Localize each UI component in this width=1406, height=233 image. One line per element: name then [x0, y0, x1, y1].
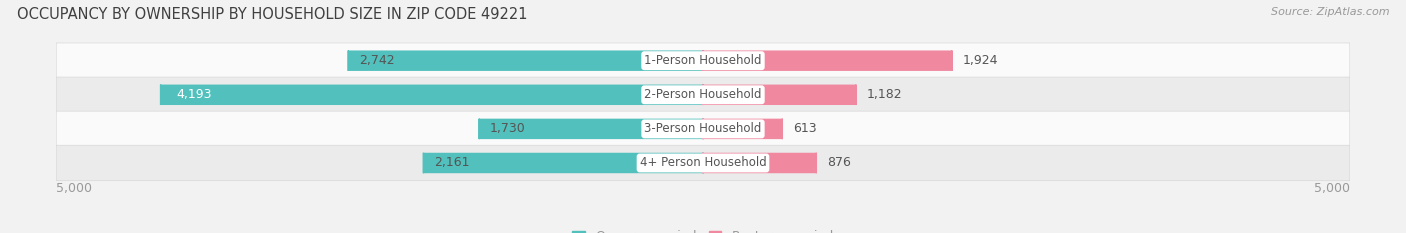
Text: 2,161: 2,161: [434, 157, 470, 169]
FancyBboxPatch shape: [703, 85, 856, 105]
FancyBboxPatch shape: [703, 153, 817, 173]
Text: 4,193: 4,193: [176, 88, 212, 101]
FancyBboxPatch shape: [56, 111, 1350, 147]
Text: 2,742: 2,742: [359, 54, 394, 67]
Text: 1,924: 1,924: [962, 54, 998, 67]
Text: 2-Person Household: 2-Person Household: [644, 88, 762, 101]
Text: 876: 876: [827, 157, 851, 169]
Text: 1,730: 1,730: [489, 122, 526, 135]
FancyBboxPatch shape: [56, 145, 1350, 181]
FancyBboxPatch shape: [56, 77, 1350, 113]
FancyBboxPatch shape: [703, 51, 952, 71]
Text: 4+ Person Household: 4+ Person Household: [640, 157, 766, 169]
Legend: Owner-occupied, Renter-occupied: Owner-occupied, Renter-occupied: [568, 225, 838, 233]
FancyBboxPatch shape: [349, 51, 703, 71]
Text: 5,000: 5,000: [56, 182, 93, 195]
Text: 1,182: 1,182: [866, 88, 901, 101]
Text: OCCUPANCY BY OWNERSHIP BY HOUSEHOLD SIZE IN ZIP CODE 49221: OCCUPANCY BY OWNERSHIP BY HOUSEHOLD SIZE…: [17, 7, 527, 22]
Text: 613: 613: [793, 122, 817, 135]
FancyBboxPatch shape: [56, 43, 1350, 79]
FancyBboxPatch shape: [423, 153, 703, 173]
FancyBboxPatch shape: [160, 85, 703, 105]
FancyBboxPatch shape: [703, 119, 782, 139]
FancyBboxPatch shape: [479, 119, 703, 139]
Text: 5,000: 5,000: [1313, 182, 1350, 195]
Text: Source: ZipAtlas.com: Source: ZipAtlas.com: [1271, 7, 1389, 17]
Text: 3-Person Household: 3-Person Household: [644, 122, 762, 135]
Text: 1-Person Household: 1-Person Household: [644, 54, 762, 67]
